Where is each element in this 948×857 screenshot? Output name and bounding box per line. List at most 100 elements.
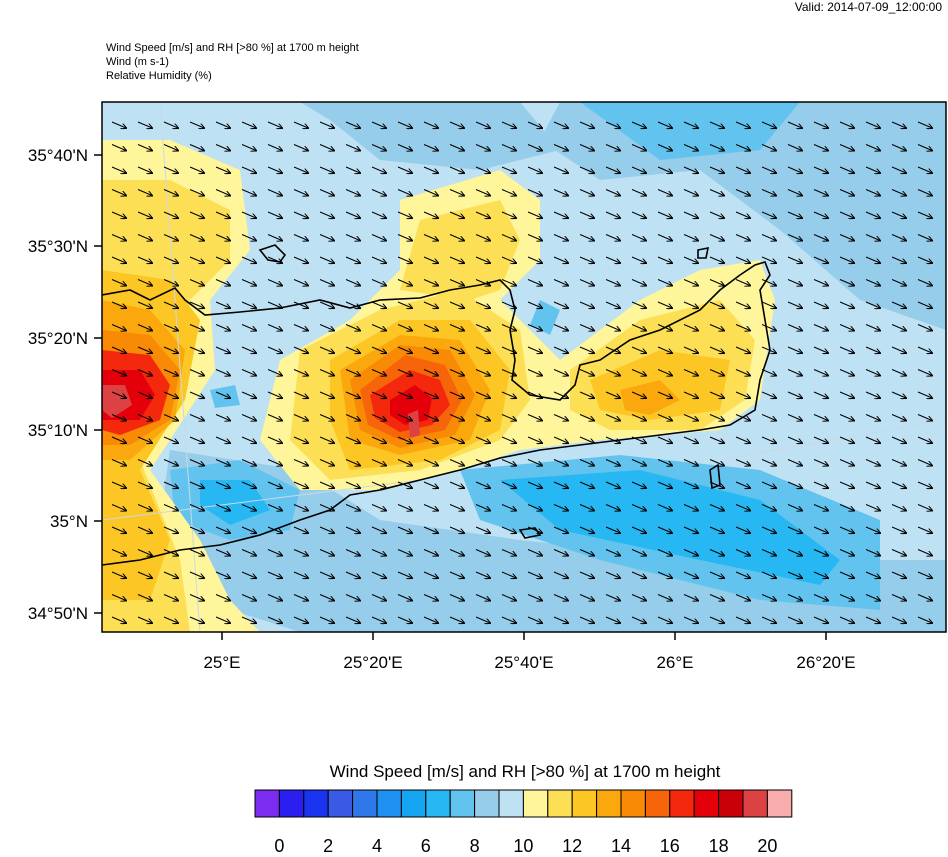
wind-arrow	[787, 526, 802, 533]
wind-arrow	[293, 189, 308, 196]
colorbar-swatch	[522, 789, 549, 818]
wind-arrow	[865, 256, 880, 263]
wind-arrow	[319, 324, 334, 331]
colorbar-swatch	[498, 789, 524, 818]
wind-arrow	[657, 549, 672, 556]
wind-arrow	[345, 526, 360, 533]
wind-arrow	[683, 481, 698, 488]
wind-arrow	[527, 189, 542, 196]
wind-arrow	[215, 324, 230, 331]
wind-arrow	[657, 189, 672, 196]
wind-arrow	[917, 144, 932, 151]
wind-arrow	[475, 144, 490, 151]
wind-arrow	[449, 346, 464, 353]
wind-arrow	[657, 144, 672, 151]
wind-arrow	[631, 436, 646, 443]
colorbar-swatch	[693, 789, 720, 818]
wind-arrow	[423, 481, 438, 488]
wind-arrow	[137, 391, 152, 398]
wind-arrow	[163, 459, 178, 466]
colorbar-label: 14	[610, 836, 632, 856]
wind-arrow	[319, 391, 334, 398]
wind-arrow	[865, 526, 880, 533]
wind-arrow	[475, 526, 490, 533]
wind-arrow	[917, 504, 932, 511]
wind-arrow	[267, 256, 282, 263]
wind-arrow	[813, 481, 828, 488]
wind-arrow	[319, 279, 334, 286]
wind-arrow	[527, 166, 542, 173]
wind-arrow	[657, 324, 672, 331]
wind-arrow	[111, 234, 126, 241]
wind-arrow	[475, 571, 490, 578]
wind-arrow	[371, 256, 386, 263]
wind-arrow	[891, 594, 906, 601]
wind-arrow	[683, 166, 698, 173]
wind-arrow	[345, 234, 360, 241]
wind-arrow	[787, 594, 802, 601]
wind-arrow	[397, 414, 412, 421]
wind-arrow	[371, 369, 386, 376]
wind-arrow	[371, 301, 386, 308]
wind-arrow	[449, 211, 464, 218]
wind-arrow	[839, 571, 854, 578]
plot-title: Wind Speed [m/s] and RH [>80 %] at 1700 …	[106, 42, 359, 54]
wind-arrow	[839, 256, 854, 263]
wind-arrow	[891, 211, 906, 218]
wind-arrow	[553, 189, 568, 196]
wind-arrow	[787, 234, 802, 241]
wind-arrow	[423, 301, 438, 308]
wind-arrow	[475, 279, 490, 286]
wind-arrow	[475, 459, 490, 466]
wind-arrow	[501, 279, 516, 286]
wind-arrow	[761, 571, 776, 578]
wind-arrow	[527, 301, 542, 308]
lon-label: 26°E	[656, 653, 693, 672]
wind-arrow	[293, 414, 308, 421]
wind-arrow	[787, 301, 802, 308]
wind-arrow	[319, 301, 334, 308]
wind-arrow	[787, 391, 802, 398]
wind-arrow	[787, 369, 802, 376]
wind-arrow	[189, 594, 204, 601]
wind-arrow	[241, 459, 256, 466]
wind-arrow	[527, 436, 542, 443]
wind-arrow	[683, 571, 698, 578]
wind-arrow	[813, 189, 828, 196]
wind-arrow	[683, 324, 698, 331]
wind-arrow	[813, 526, 828, 533]
wind-arrow	[111, 504, 126, 511]
wind-arrow	[371, 594, 386, 601]
wind-arrow	[631, 414, 646, 421]
wind-arrow	[579, 166, 594, 173]
wind-arrow	[891, 481, 906, 488]
wind-arrow	[709, 144, 724, 151]
wind-arrow	[865, 616, 880, 623]
wind-arrow	[813, 144, 828, 151]
wind-arrow	[527, 279, 542, 286]
wind-arrow	[111, 144, 126, 151]
wind-arrow	[761, 594, 776, 601]
colorbar-label: 2	[323, 836, 334, 856]
wind-arrow	[241, 324, 256, 331]
wind-arrow	[449, 459, 464, 466]
wind-arrow	[111, 594, 126, 601]
wind-arrow	[111, 549, 126, 556]
wind-arrow	[215, 391, 230, 398]
wind-arrow	[605, 549, 620, 556]
wind-arrow	[709, 346, 724, 353]
lat-label: 35°40'N	[28, 146, 88, 165]
wind-arrow	[371, 391, 386, 398]
wind-arrow	[215, 549, 230, 556]
wind-arrow	[215, 436, 230, 443]
wind-arrow	[111, 481, 126, 488]
wind-arrow	[553, 391, 568, 398]
wind-arrow	[657, 369, 672, 376]
wind-arrow	[293, 549, 308, 556]
wind-arrow	[215, 616, 230, 623]
wind-arrow	[137, 481, 152, 488]
lat-label: 35°10'N	[28, 421, 88, 440]
wind-arrow	[787, 346, 802, 353]
wind-arrow	[683, 211, 698, 218]
wind-arrow	[709, 189, 724, 196]
